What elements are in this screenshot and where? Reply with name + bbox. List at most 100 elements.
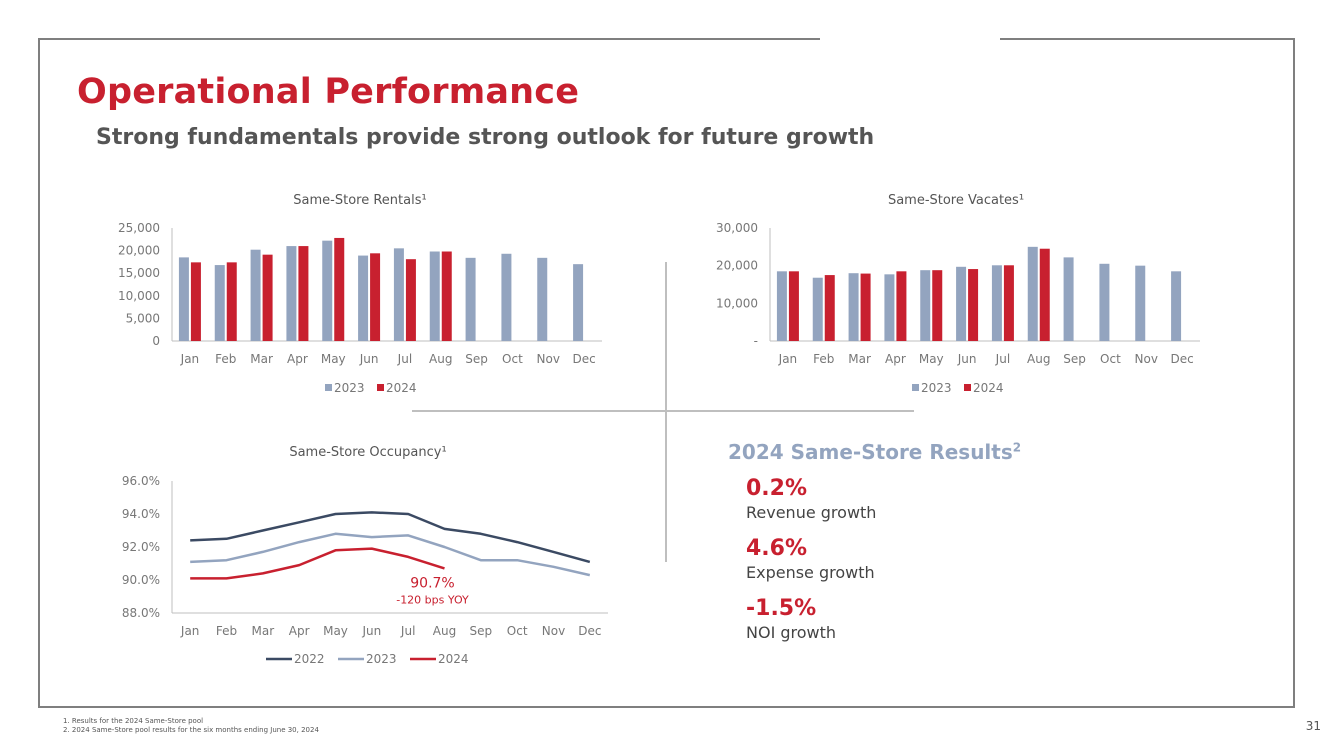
results-title-text: 2024 Same-Store Results bbox=[728, 440, 1013, 464]
bar-2023-Sep bbox=[465, 257, 476, 341]
rentals-chart: Same-Store Rentals¹ 0 5,000 10,000 15,000 20,… bbox=[118, 193, 602, 395]
legend-label-2023: 2023 bbox=[921, 381, 952, 395]
y-tick-label: 92.0% bbox=[122, 540, 160, 554]
y-tick-label: 20,000 bbox=[118, 244, 160, 258]
legend-label-2022: 2022 bbox=[294, 652, 325, 666]
bar-2023-Nov bbox=[1135, 265, 1146, 341]
x-tick-label: Oct bbox=[507, 624, 528, 638]
bar-2024-Jul bbox=[1003, 265, 1014, 341]
x-tick-label: Mar bbox=[250, 352, 273, 366]
metric-label: Expense growth bbox=[746, 563, 875, 582]
x-tick-label: Jul bbox=[397, 352, 412, 366]
x-tick-label: Jun bbox=[359, 352, 379, 366]
horizontal-divider bbox=[412, 410, 914, 412]
chart-title: Same-Store Occupancy¹ bbox=[289, 445, 446, 460]
legend-label-2024: 2024 bbox=[973, 381, 1004, 395]
metric-value: -1.5% bbox=[746, 596, 817, 621]
legend-swatch-2023 bbox=[912, 384, 919, 391]
x-tick-label: Feb bbox=[215, 352, 236, 366]
x-tick-label: Nov bbox=[537, 352, 560, 366]
results-title: 2024 Same-Store Results2 bbox=[728, 440, 1108, 464]
bar-2023-Sep bbox=[1063, 257, 1074, 341]
y-tick-label: 94.0% bbox=[122, 507, 160, 521]
legend-label-2023: 2023 bbox=[366, 652, 397, 666]
legend-label-2023: 2023 bbox=[334, 381, 365, 395]
rentals-chart-container: Same-Store Rentals¹ 0 5,000 10,000 15,000 20,… bbox=[100, 186, 620, 410]
bar-2023-Jun bbox=[358, 255, 369, 341]
chart-title: Same-Store Rentals¹ bbox=[293, 193, 426, 208]
bar-2023-Mar bbox=[848, 273, 859, 341]
bar-2023-Feb bbox=[214, 265, 225, 341]
footnote-1: 1. Results for the 2024 Same-Store pool bbox=[63, 717, 204, 725]
metric-value: 4.6% bbox=[746, 536, 808, 561]
bar-2024-Feb bbox=[824, 275, 835, 341]
x-tick-label: Nov bbox=[542, 624, 565, 638]
metric-revenue: 0.2% Revenue growth bbox=[746, 476, 1108, 524]
footnotes: 1. Results for the 2024 Same-Store pool … bbox=[63, 717, 319, 735]
vacates-chart-container: Same-Store Vacates¹ - 10,000 20,000 30,000 Ja… bbox=[698, 186, 1218, 410]
x-tick-label: May bbox=[321, 352, 346, 366]
chart-title: Same-Store Vacates¹ bbox=[888, 193, 1024, 208]
bar-2023-May bbox=[322, 240, 333, 341]
x-tick-label: Jan bbox=[180, 624, 200, 638]
bar-2023-Aug bbox=[429, 251, 440, 341]
x-tick-label: Jun bbox=[957, 352, 977, 366]
y-tick-label: 96.0% bbox=[122, 474, 160, 488]
x-tick-label: May bbox=[323, 624, 348, 638]
bar-2023-Mar bbox=[250, 249, 261, 341]
y-tick-label: 15,000 bbox=[118, 266, 160, 280]
bar-2024-Mar bbox=[860, 273, 871, 341]
x-tick-label: May bbox=[919, 352, 944, 366]
bar-2023-Apr bbox=[286, 246, 297, 341]
metric-noi: -1.5% NOI growth bbox=[746, 596, 1108, 644]
x-tick-label: Sep bbox=[465, 352, 488, 366]
y-tick-label: 5,000 bbox=[126, 311, 160, 325]
x-tick-label: Dec bbox=[578, 624, 601, 638]
y-tick-label: 90.0% bbox=[122, 573, 160, 587]
frame-gap bbox=[820, 36, 1000, 40]
results-title-footnote: 2 bbox=[1012, 440, 1022, 455]
bar-2023-May bbox=[920, 270, 931, 341]
line-series-2024 bbox=[190, 547, 445, 580]
bar-2024-Jun bbox=[968, 269, 979, 341]
footnote-2: 2. 2024 Same-Store pool results for the … bbox=[63, 726, 319, 734]
x-tick-label: Jul bbox=[400, 624, 415, 638]
y-tick-label: 25,000 bbox=[118, 221, 160, 235]
bar-2024-Feb bbox=[226, 262, 237, 341]
bar-2024-Jul bbox=[405, 259, 416, 341]
x-tick-label: Jan bbox=[778, 352, 798, 366]
occupancy-chart-container: Same-Store Occupancy¹ 88.0% 90.0% 92.0% 94.0… bbox=[100, 438, 640, 682]
y-tick-label: 30,000 bbox=[716, 221, 758, 235]
page-subtitle: Strong fundamentals provide strong outlo… bbox=[96, 125, 875, 150]
x-tick-label: Dec bbox=[1170, 352, 1193, 366]
bar-2023-Jul bbox=[991, 265, 1002, 341]
x-tick-label: Sep bbox=[470, 624, 493, 638]
annotation-note: -120 bps YOY bbox=[396, 593, 469, 606]
x-tick-label: Oct bbox=[502, 352, 523, 366]
bar-2024-May bbox=[334, 237, 345, 341]
y-tick-label: 20,000 bbox=[716, 259, 758, 273]
x-tick-label: Nov bbox=[1135, 352, 1158, 366]
y-tick-label: 0 bbox=[152, 334, 160, 348]
x-tick-label: Jun bbox=[361, 624, 381, 638]
legend-swatch-2024 bbox=[377, 384, 384, 391]
metric-expense: 4.6% Expense growth bbox=[746, 536, 1108, 584]
line-series-2023 bbox=[190, 532, 591, 577]
line-series-2022 bbox=[190, 511, 591, 564]
page-title: Operational Performance bbox=[77, 72, 580, 112]
x-tick-label: Aug bbox=[433, 624, 456, 638]
bar-2023-Jan bbox=[178, 257, 189, 341]
bar-2023-Oct bbox=[501, 253, 512, 341]
y-tick-label: 10,000 bbox=[716, 296, 758, 310]
page-number: 31 bbox=[1305, 719, 1321, 733]
metric-label: NOI growth bbox=[746, 623, 837, 642]
legend-swatch-2023 bbox=[325, 384, 332, 391]
vacates-chart: Same-Store Vacates¹ - 10,000 20,000 30,000 Ja… bbox=[716, 193, 1200, 395]
y-tick-label: 10,000 bbox=[118, 289, 160, 303]
x-tick-label: Oct bbox=[1100, 352, 1121, 366]
x-tick-label: Apr bbox=[287, 352, 308, 366]
y-tick-label: 88.0% bbox=[122, 606, 160, 620]
occupancy-chart: Same-Store Occupancy¹ 88.0% 90.0% 92.0% 94.0… bbox=[122, 445, 608, 666]
bar-2023-Jul bbox=[393, 248, 404, 341]
x-tick-label: Feb bbox=[216, 624, 237, 638]
